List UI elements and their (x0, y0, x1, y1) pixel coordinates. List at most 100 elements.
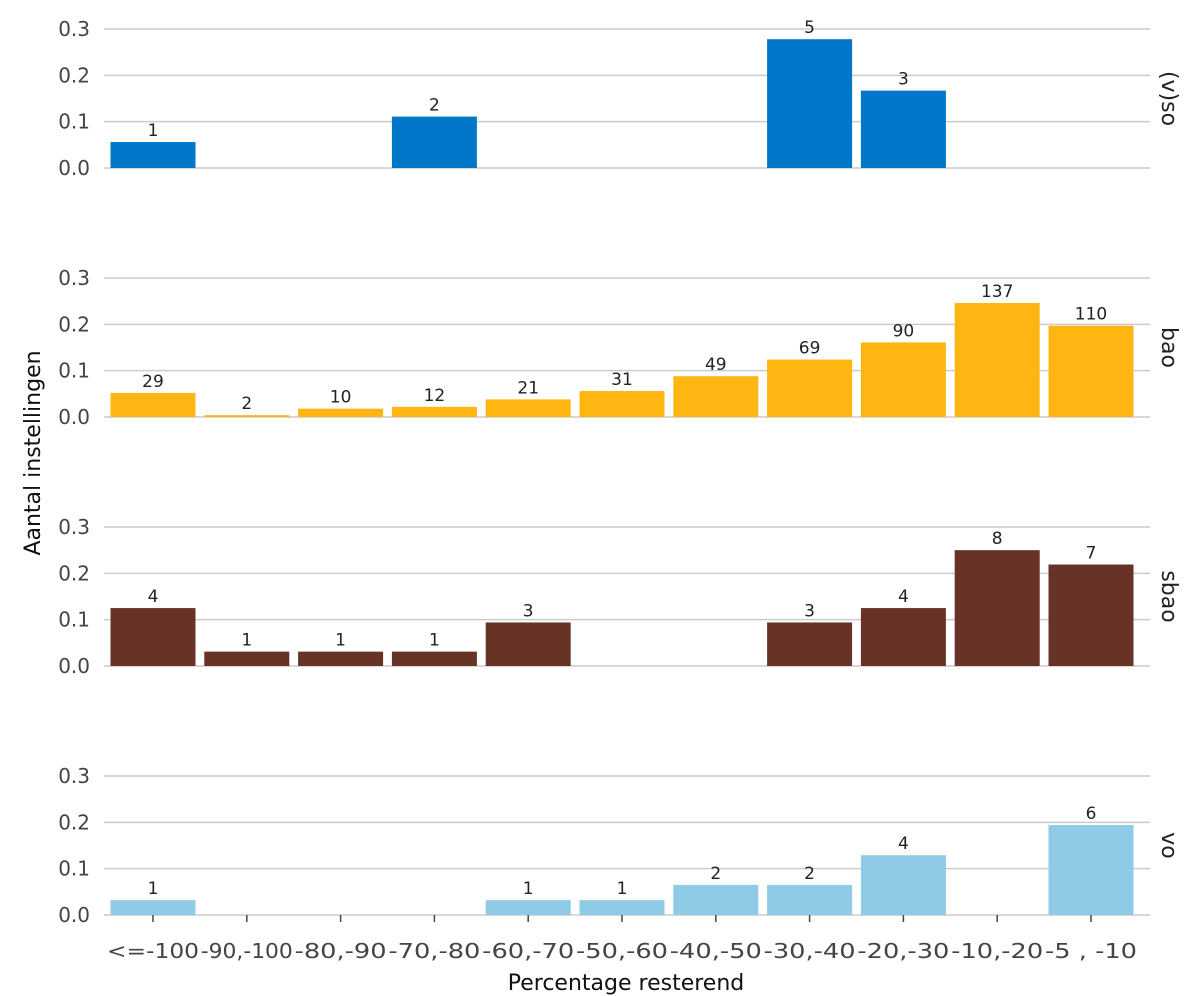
bar-value-label: 6 (1086, 804, 1097, 824)
bar (1048, 564, 1134, 666)
y-tick-label: 0.0 (58, 654, 90, 678)
x-tick-label: -5 , -10 (1045, 939, 1137, 963)
bar-value-label: 29 (142, 372, 164, 392)
bar (110, 392, 196, 417)
panel-3: 0.0 0.1 0.2 0.3 1 1 1 2 2 4 6 vo (58, 764, 1181, 927)
x-tick-label: <=-100 (107, 939, 199, 963)
bar (110, 608, 196, 666)
facet-strip-label: (v)so (1156, 71, 1181, 126)
bar (579, 900, 665, 915)
bar (485, 622, 571, 666)
bar-value-label: 12 (424, 386, 446, 406)
bar (485, 399, 571, 417)
bar-value-label: 69 (799, 339, 821, 359)
facet-strip-label: vo (1156, 832, 1181, 858)
y-tick-label: 0.1 (58, 359, 90, 383)
y-tick-label: 0.2 (58, 63, 90, 87)
x-axis-title: Percentage resterend (508, 971, 744, 996)
y-tick-label: 0.1 (58, 857, 90, 881)
x-tick-label: -50,-60 (576, 939, 668, 963)
x-tick-label: -70,-80 (388, 939, 480, 963)
bar-value-label: 10 (330, 388, 352, 408)
panel-1: 0.0 0.1 0.2 0.3 29 2 10 12 21 31 49 69 90 137 110 bao (58, 266, 1181, 429)
bar (391, 651, 477, 666)
bar-value-label: 2 (710, 864, 721, 884)
bar (860, 608, 946, 666)
y-tick-label: 0.3 (58, 764, 90, 788)
bar-value-label: 21 (517, 378, 539, 398)
panel-2: 0.0 0.1 0.2 0.3 4 1 1 1 3 3 4 8 7 sbao (58, 515, 1181, 678)
bar (767, 359, 853, 417)
bar-value-label: 49 (705, 355, 727, 375)
bar (673, 884, 759, 915)
y-tick-label: 0.3 (58, 515, 90, 539)
bar-value-label: 3 (804, 601, 815, 621)
bar (298, 651, 384, 666)
bar (110, 900, 196, 915)
x-tick-label: -60,-70 (482, 939, 574, 963)
y-tick-label: 0.1 (58, 608, 90, 632)
bar-value-label: 2 (804, 864, 815, 884)
y-tick-label: 0.3 (58, 17, 90, 41)
bar (1048, 825, 1134, 915)
bar-value-label: 7 (1086, 544, 1097, 564)
y-tick-label: 0.0 (58, 903, 90, 927)
bar (204, 415, 290, 417)
panel-0: 0.0 0.1 0.2 0.3 1 2 5 3 (v)so (58, 17, 1181, 180)
bar-value-label: 2 (429, 96, 440, 116)
bar (767, 622, 853, 666)
y-tick-label: 0.0 (58, 405, 90, 429)
bar-value-label: 1 (335, 631, 346, 651)
bar (298, 408, 384, 417)
y-tick-label: 0.3 (58, 266, 90, 290)
facet-strip-label: bao (1156, 327, 1181, 368)
y-tick-label: 0.2 (58, 810, 90, 834)
bar-value-label: 3 (523, 601, 534, 621)
bar-value-label: 90 (893, 321, 915, 341)
y-axis-title: Aantal instellingen (21, 350, 46, 555)
bar-value-label: 1 (148, 879, 159, 899)
bar-value-label: 4 (898, 834, 909, 854)
bar (391, 406, 477, 417)
bar (579, 391, 665, 417)
x-tick-label: -10,-20 (951, 939, 1043, 963)
facet-strip-label: sbao (1156, 570, 1181, 622)
y-tick-label: 0.2 (58, 561, 90, 585)
x-tick-label: -90,-100 (201, 939, 293, 963)
bar-value-label: 1 (241, 631, 252, 651)
x-tick-label: -30,-40 (764, 939, 856, 963)
bar (1048, 325, 1134, 417)
x-tick-label: -40,-50 (670, 939, 762, 963)
bar-value-label: 1 (523, 879, 534, 899)
bar (767, 884, 853, 915)
y-tick-label: 0.2 (58, 312, 90, 336)
bar (673, 376, 759, 417)
bar (204, 651, 290, 666)
bar-value-label: 3 (898, 70, 909, 90)
bar (954, 550, 1040, 666)
bar-value-label: 1 (148, 121, 159, 141)
bar (110, 142, 196, 168)
bar-value-label: 4 (898, 587, 909, 607)
bar-value-label: 1 (617, 879, 628, 899)
bar (860, 342, 946, 417)
bar-value-label: 5 (804, 18, 815, 38)
bar-value-label: 1 (429, 631, 440, 651)
y-tick-label: 0.0 (58, 156, 90, 180)
bar-value-label: 137 (981, 282, 1013, 302)
bar-value-label: 110 (1075, 305, 1107, 325)
bar-value-label: 31 (611, 370, 633, 390)
bar-value-label: 2 (241, 394, 252, 414)
bar-value-label: 4 (148, 587, 159, 607)
bar (391, 116, 477, 168)
bar (767, 39, 853, 168)
y-tick-label: 0.1 (58, 110, 90, 134)
bar (485, 900, 571, 915)
bar (860, 855, 946, 915)
bar (860, 90, 946, 168)
x-tick-label: -20,-30 (857, 939, 949, 963)
x-tick-label: -80,-90 (295, 939, 387, 963)
bar-value-label: 8 (992, 529, 1003, 549)
bar (954, 303, 1040, 417)
